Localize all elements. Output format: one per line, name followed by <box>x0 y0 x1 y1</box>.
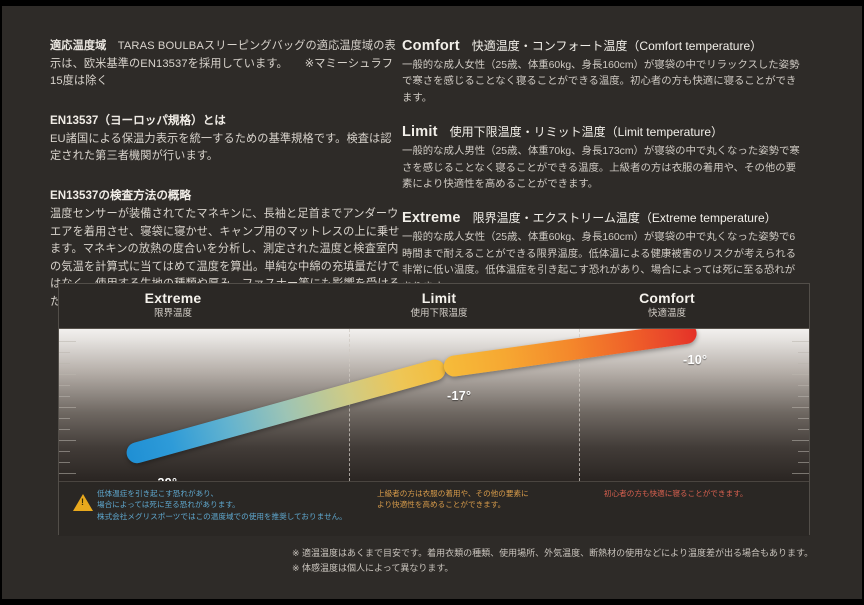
definition-limit-en: Limit <box>402 124 438 141</box>
definition-comfort: Comfort 快適温度・コンフォート温度（Comfort temperature… <box>402 36 822 107</box>
y-tick-right <box>792 407 809 408</box>
temperature-band-group <box>59 329 809 481</box>
y-tick-right <box>798 451 809 452</box>
en13537-paragraph: EU諸国による保温力表示を統一するための基準規格です。検査は認定された第三者機関… <box>50 132 392 163</box>
y-tick-right <box>792 374 809 375</box>
definition-extreme-title: Extreme 限界温度・エクストリーム温度（Extreme temperatur… <box>402 208 822 228</box>
intro-left-column: 適応温度域 TARAS BOULBAスリーピングバッグの適応温度域の表示は、欧米… <box>2 6 402 308</box>
y-tick-left <box>59 341 76 342</box>
y-tick-right <box>798 363 809 364</box>
y-tick-right <box>798 352 809 353</box>
footnote-extreme-line2: 場合によっては死に至る恐れがあります。 <box>97 500 240 510</box>
temperature-band-cold <box>124 357 448 466</box>
chart-header-extreme-jp: 限界温度 <box>153 308 192 319</box>
chart-divider-1 <box>349 329 350 481</box>
footnote-extreme: 低体温症を引き起こす恐れがあり、 場合によっては死に至る恐れがあります。 株式会… <box>69 488 347 522</box>
intro-paragraph-1-lead: 適応温度域 <box>50 40 107 52</box>
chart-header-limit: Limit 使用下限温度 <box>359 290 519 321</box>
definition-comfort-title: Comfort 快適温度・コンフォート温度（Comfort temperature… <box>402 36 822 56</box>
intro-paragraph-1-text: TARAS BOULBAスリーピングバッグの適応温度域の表示は、欧米基準のEN1… <box>50 40 396 88</box>
temperature-band-warm <box>442 329 698 378</box>
y-tick-left <box>59 451 70 452</box>
chart-footnotes: 低体温症を引き起こす恐れがあり、 場合によっては死に至る恐れがあります。 株式会… <box>59 481 809 536</box>
intro-paragraph-1: 適応温度域 TARAS BOULBAスリーピングバッグの適応温度域の表示は、欧米… <box>50 38 402 91</box>
y-tick-right <box>798 385 809 386</box>
y-tick-right <box>798 462 809 463</box>
y-tick-left <box>59 473 76 474</box>
definition-extreme-jp: 限界温度・エクストリーム温度（Extreme temperature） <box>472 211 777 226</box>
y-tick-left <box>59 418 70 419</box>
spacer <box>50 102 402 112</box>
chart-header-extreme: Extreme 限界温度 <box>93 290 253 321</box>
temperature-label-limit: -17° <box>447 389 472 403</box>
temperature-label-comfort: -10° <box>683 353 708 367</box>
chart-header-comfort-jp: 快適温度 <box>647 308 686 319</box>
y-tick-right <box>798 418 809 419</box>
warning-triangle-icon <box>73 494 93 511</box>
footnote-comfort: 初心者の方も快適に寝ることができます。 <box>604 488 824 499</box>
temperature-chart: Extreme 限界温度 Limit 使用下限温度 Comfort 快適温度 <box>58 283 810 536</box>
definition-limit-jp: 使用下限温度・リミット温度（Limit temperature） <box>449 125 724 140</box>
y-tick-left <box>59 429 70 430</box>
footnote-extreme-line1: 低体温症を引き起こす恐れがあり、 <box>97 489 219 498</box>
y-tick-left <box>59 363 70 364</box>
chart-header-extreme-en: Extreme <box>144 290 202 306</box>
definition-extreme-en: Extreme <box>402 210 461 227</box>
y-tick-right <box>798 396 809 397</box>
chart-header-limit-jp: 使用下限温度 <box>410 308 468 319</box>
bottom-note-1: ※ 適温温度はあくまで目安です。着用衣類の種類、使用場所、外気温度、断熱材の使用… <box>292 548 814 558</box>
definition-limit-title: Limit 使用下限温度・リミット温度（Limit temperature） <box>402 122 822 142</box>
en13537-heading: EN13537（ヨーロッパ規格）とは <box>50 113 226 127</box>
y-tick-right <box>792 440 809 441</box>
y-tick-left <box>59 374 76 375</box>
chart-plot-area: -39° -17° -10° <box>59 329 809 481</box>
temperature-label-extreme: -39° <box>153 476 177 481</box>
y-tick-left <box>59 385 70 386</box>
y-tick-left <box>59 396 70 397</box>
footnote-extreme-line3: 株式会社メグリスポーツではこの温度域での使用を推奨しておりません。 <box>97 511 347 521</box>
chart-header: Extreme 限界温度 Limit 使用下限温度 Comfort 快適温度 <box>59 284 809 329</box>
footnote-comfort-line1: 初心者の方も快適に寝ることができます。 <box>604 489 748 498</box>
footnote-limit: 上級者の方は衣服の着用や、その他の要素に より快適性を高めることができます。 <box>377 488 597 511</box>
chart-header-comfort-en: Comfort <box>639 290 695 306</box>
y-tick-left <box>59 462 70 463</box>
y-tick-left <box>59 352 70 353</box>
definition-comfort-jp: 快適温度・コンフォート温度（Comfort temperature） <box>471 39 763 53</box>
footnote-limit-line1: 上級者の方は衣服の着用や、その他の要素に <box>377 489 529 498</box>
intro-section: 適応温度域 TARAS BOULBAスリーピングバッグの適応温度域の表示は、欧米… <box>2 6 862 308</box>
definitions-column: Comfort 快適温度・コンフォート温度（Comfort temperature… <box>402 6 822 293</box>
y-tick-left <box>59 407 76 408</box>
test-method-heading: EN13537の検査方法の概略 <box>50 188 192 202</box>
definition-limit: Limit 使用下限温度・リミット温度（Limit temperature） 一般… <box>402 122 822 193</box>
bottom-notes: ※ 適温温度はあくまで目安です。着用衣類の種類、使用場所、外気温度、断熱材の使用… <box>292 546 813 576</box>
footnote-limit-line2: より快適性を高めることができます。 <box>377 500 506 510</box>
bottom-note-2: ※ 体感温度は個人によって異なります。 <box>292 563 454 573</box>
definition-comfort-en: Comfort <box>402 38 460 54</box>
y-tick-right <box>798 429 809 430</box>
y-tick-left <box>59 440 76 441</box>
definition-limit-body: 一般的な成人男性（25歳、体重70kg、身長173cm）が寝袋の中で丸くなった姿… <box>402 146 800 191</box>
chart-header-limit-en: Limit <box>421 290 457 306</box>
y-tick-right <box>792 341 809 342</box>
spacer-2 <box>50 177 402 187</box>
y-tick-right <box>792 473 809 474</box>
definition-comfort-body: 一般的な成人女性（25歳、体重60kg、身長160cm）が寝袋の中でリラックスし… <box>402 60 800 104</box>
chart-divider-2 <box>579 329 580 481</box>
chart-header-comfort: Comfort 快適温度 <box>587 290 747 321</box>
